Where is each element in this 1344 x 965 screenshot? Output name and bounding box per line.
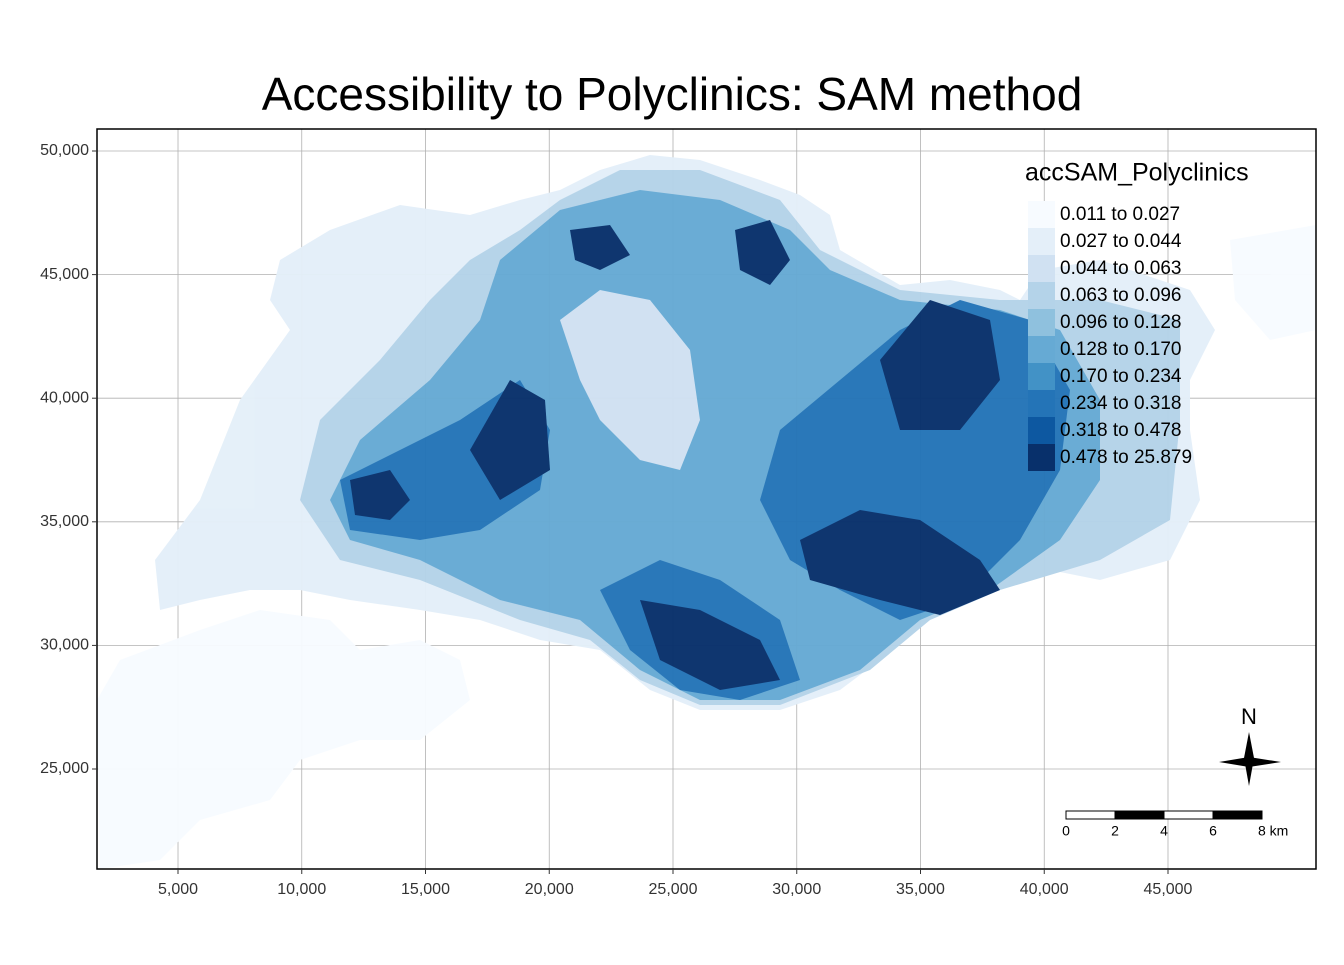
legend-swatch bbox=[1028, 282, 1055, 309]
legend-label: 0.011 to 0.027 bbox=[1060, 204, 1180, 225]
legend-title: accSAM_Polyclinics bbox=[1025, 159, 1249, 187]
y-tick-label: 45,000 bbox=[40, 266, 89, 283]
legend-swatch bbox=[1028, 336, 1055, 363]
legend-swatch bbox=[1028, 390, 1055, 417]
legend-label: 0.128 to 0.170 bbox=[1060, 339, 1182, 360]
region bbox=[800, 510, 1000, 615]
legend-label: 0.096 to 0.128 bbox=[1060, 312, 1182, 333]
legend-label: 0.318 to 0.478 bbox=[1060, 420, 1182, 441]
scale-label: 8 km bbox=[1258, 823, 1288, 839]
arrow-ew bbox=[1219, 757, 1281, 767]
scale-label: 2 bbox=[1111, 823, 1119, 839]
legend-label: 0.044 to 0.063 bbox=[1060, 258, 1182, 279]
legend-swatch bbox=[1028, 444, 1055, 471]
legend-label: 0.170 to 0.234 bbox=[1060, 366, 1182, 387]
x-tick-label: 5,000 bbox=[158, 881, 198, 898]
scale-label: 4 bbox=[1160, 823, 1168, 839]
eastern-islands bbox=[1230, 225, 1316, 340]
region bbox=[350, 470, 410, 520]
scale-label: 0 bbox=[1062, 823, 1070, 839]
x-tick-label: 45,000 bbox=[1144, 881, 1193, 898]
legend: 0.011 to 0.027 0.027 to 0.044 0.044 to 0.0… bbox=[1028, 201, 1192, 471]
plot-border bbox=[96, 128, 1317, 870]
scale-label: 6 bbox=[1209, 823, 1217, 839]
y-tick-label: 40,000 bbox=[40, 389, 89, 406]
region bbox=[880, 300, 1000, 430]
x-tick-label: 35,000 bbox=[896, 881, 945, 898]
region bbox=[470, 380, 550, 500]
map-title: Accessibility to Polyclinics: SAM method bbox=[262, 68, 1083, 120]
legend-label: 0.027 to 0.044 bbox=[1060, 231, 1182, 252]
north-arrow: N bbox=[1219, 704, 1281, 786]
x-tick-label: 10,000 bbox=[277, 881, 326, 898]
x-tick-label: 40,000 bbox=[1020, 881, 1069, 898]
western-islands bbox=[97, 610, 470, 869]
region bbox=[570, 225, 630, 270]
legend-swatch bbox=[1028, 309, 1055, 336]
legend-swatch bbox=[1028, 417, 1055, 444]
region bbox=[560, 290, 700, 470]
x-tick-label: 25,000 bbox=[649, 881, 698, 898]
legend-swatch bbox=[1028, 363, 1055, 390]
legend-swatch bbox=[1028, 201, 1055, 228]
legend-swatch bbox=[1028, 228, 1055, 255]
x-tick-label: 30,000 bbox=[772, 881, 821, 898]
map-layer bbox=[97, 155, 1316, 869]
legend-swatch bbox=[1028, 255, 1055, 282]
legend-label: 0.478 to 25.879 bbox=[1060, 447, 1192, 468]
scale-bar: 0 2 4 6 8 km bbox=[1062, 810, 1288, 839]
y-tick-label: 30,000 bbox=[40, 637, 89, 654]
x-tick-label: 15,000 bbox=[401, 881, 450, 898]
legend-label: 0.234 to 0.318 bbox=[1060, 393, 1182, 414]
legend-label: 0.063 to 0.096 bbox=[1060, 285, 1182, 306]
y-tick-label: 50,000 bbox=[40, 142, 89, 159]
x-tick-label: 20,000 bbox=[525, 881, 574, 898]
north-label: N bbox=[1241, 704, 1257, 729]
region bbox=[735, 220, 790, 285]
y-tick-label: 25,000 bbox=[40, 760, 89, 777]
y-tick-label: 35,000 bbox=[40, 513, 89, 530]
region bbox=[640, 600, 780, 690]
